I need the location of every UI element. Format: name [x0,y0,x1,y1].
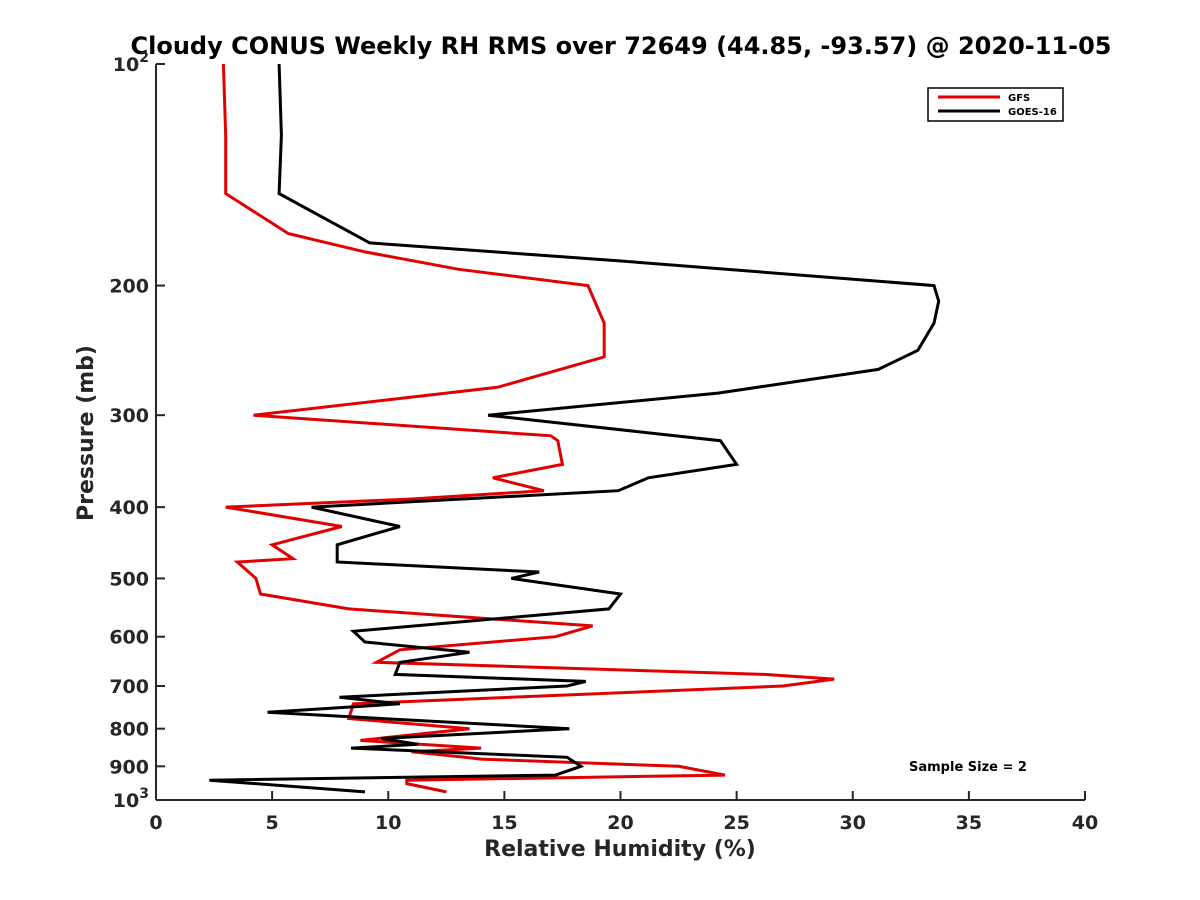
legend-box [927,87,1064,122]
y-tick-label: 200 [109,276,149,298]
y-tick-label: 900 [109,756,149,778]
x-tick-label: 0 [149,812,162,834]
y-tick-label: 800 [109,719,149,741]
y-tick-label-power: 102 [113,50,149,76]
legend-label-goes16: GOES-16 [1008,107,1057,118]
x-tick-label: 35 [956,812,982,834]
x-tick-label: 40 [1072,812,1098,834]
y-tick-label: 600 [109,627,149,649]
y-tick-label-power: 103 [113,786,149,812]
x-tick-label: 30 [840,812,866,834]
chart-title: Cloudy CONUS Weekly RH RMS over 72649 (4… [131,32,1112,60]
legend-label-gfs: GFS [1008,93,1030,104]
y-tick-label: 500 [109,568,149,590]
x-tick-label: 5 [266,812,279,834]
y-tick-label: 400 [109,497,149,519]
legend: GFS GOES-16 [927,87,1064,122]
y-axis-label: Pressure (mb) [74,345,99,521]
x-tick-label: 10 [375,812,401,834]
series-layer [209,63,941,794]
x-tick-label: 15 [491,812,517,834]
y-tick-label: 700 [109,676,149,698]
series-line-goes16 [209,63,941,794]
y-tick-label: 300 [109,405,149,427]
x-tick-label: 25 [723,812,749,834]
y-ticks: 200 300 400 500 600 700 800 900 102 103 [109,50,165,812]
sample-size-annotation: Sample Size = 2 [909,760,1027,775]
x-ticks: 0 5 10 15 20 25 30 35 40 [149,791,1098,834]
x-tick-label: 20 [607,812,633,834]
x-axis-label: Relative Humidity (%) [484,837,756,862]
